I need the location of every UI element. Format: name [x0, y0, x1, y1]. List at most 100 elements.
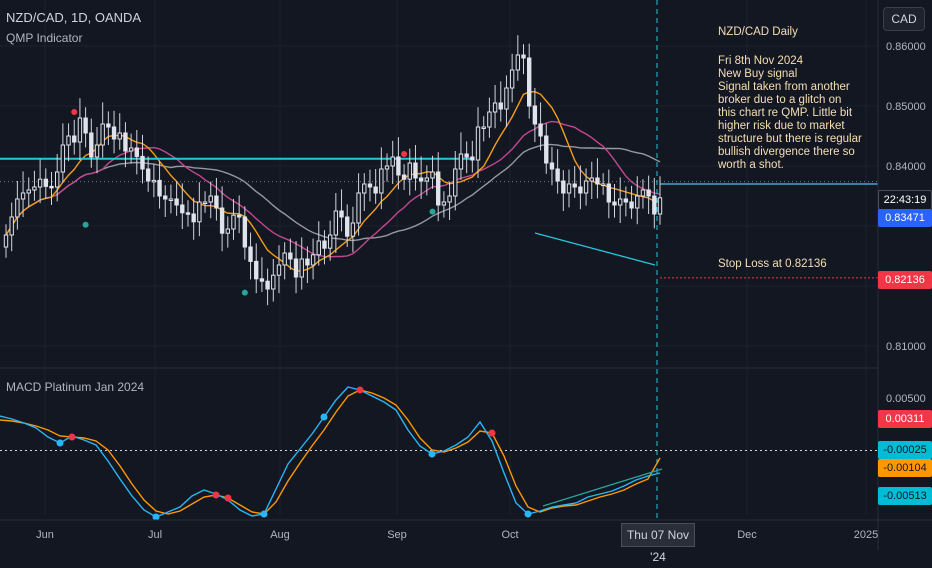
- candle-body: [83, 117, 88, 134]
- x-tick-label: Dec: [737, 529, 757, 541]
- candle-body: [327, 234, 333, 249]
- macd-buy-dot: [56, 439, 64, 447]
- sell-signal-dot: [71, 109, 78, 115]
- candle-body: [350, 222, 356, 237]
- buy-signal-dot: [429, 208, 436, 215]
- candle-body: [333, 210, 339, 236]
- candle-body: [515, 54, 521, 71]
- candle-body: [407, 162, 412, 180]
- candle-body: [3, 234, 9, 248]
- macd-buy-dot: [152, 513, 160, 521]
- candle-body: [549, 162, 555, 170]
- sell-signal-dot: [401, 151, 408, 157]
- candle-body: [49, 185, 54, 189]
- x-tick-label: Oct: [501, 529, 518, 541]
- buy-signal-dot: [241, 289, 248, 296]
- macd-y-tick-label: 0.00500: [886, 393, 926, 405]
- candle-body: [521, 54, 526, 59]
- y-tick-label: 0.84000: [886, 161, 926, 173]
- crosshair-date-tag: Thu 07 Nov '24: [621, 523, 695, 564]
- candle-body: [157, 179, 162, 197]
- candle-body: [532, 105, 538, 125]
- candle-body: [60, 144, 66, 173]
- note-line-3: broker due to a glitch on: [718, 94, 842, 106]
- candle-body: [396, 156, 401, 176]
- last-price-tag: 0.83471: [878, 209, 932, 227]
- candle-body: [339, 210, 344, 218]
- ma-slow-line: [5, 143, 661, 242]
- countdown-tag: 22:43:19: [878, 190, 932, 210]
- candle-body: [299, 258, 304, 278]
- x-tick-label: Jun: [36, 529, 54, 541]
- macd-sell-dot: [68, 433, 76, 441]
- candle-body: [191, 213, 196, 223]
- candle-body: [316, 240, 321, 256]
- macd-sell-dot: [356, 386, 364, 394]
- macd-signal-line: [0, 389, 661, 515]
- candle-body: [20, 192, 26, 200]
- candle-body: [635, 195, 640, 209]
- macd-tag-b: -0.00025: [878, 441, 932, 459]
- y-tick-label: 0.81000: [886, 341, 926, 353]
- chart-canvas[interactable]: 0.86000 0.85000 0.84000 0.81000 0.00500 Jun Ju…: [0, 0, 932, 550]
- candle-body: [373, 186, 378, 194]
- candle-body: [202, 201, 208, 204]
- note-line-7: bullish divergence there so: [718, 146, 855, 158]
- candle-body: [390, 156, 395, 167]
- candle-body: [527, 57, 532, 107]
- candle-body: [180, 204, 185, 214]
- macd-sell-dot: [212, 491, 220, 499]
- candle-body: [509, 69, 515, 89]
- candle-body: [356, 192, 361, 224]
- note-title: NZD/CAD Daily: [718, 26, 798, 38]
- macd-buy-dot: [260, 510, 268, 518]
- candle-body: [43, 178, 49, 187]
- candle-body: [612, 201, 617, 206]
- candle-body: [185, 212, 191, 215]
- candle-body: [72, 135, 77, 143]
- candle-body: [231, 214, 236, 230]
- candle-body: [481, 126, 486, 129]
- note-line-4: this chart re QMP. Little bit: [718, 107, 853, 119]
- y-tick-label: 0.85000: [886, 101, 926, 113]
- candle-body: [128, 147, 134, 152]
- candle-body: [134, 147, 139, 157]
- y-tick-label: 0.86000: [886, 41, 926, 53]
- candle-body: [384, 165, 390, 170]
- candle-body: [600, 183, 606, 186]
- candle-body: [657, 197, 663, 215]
- candle-body: [629, 201, 634, 209]
- symbol-title: NZD/CAD, 1D, OANDA: [6, 10, 142, 25]
- candle-body: [362, 183, 367, 194]
- candle-body: [248, 246, 253, 262]
- macd-tag-c: -0.00104: [878, 459, 932, 477]
- divergence-line-macd: [542, 468, 663, 507]
- candle-body: [94, 144, 100, 158]
- macd-buy-dot: [524, 510, 532, 518]
- candle-body: [595, 177, 600, 185]
- x-tick-label: Jul: [148, 529, 162, 541]
- candle-body: [305, 258, 310, 266]
- candle-body: [9, 216, 14, 236]
- candle-body: [322, 240, 327, 249]
- candle-body: [492, 102, 498, 113]
- candle-body: [487, 111, 492, 128]
- candle-body: [123, 132, 128, 152]
- candle-body: [140, 155, 145, 170]
- candle-body: [367, 183, 373, 188]
- candle-body: [89, 132, 94, 158]
- candle-body: [418, 177, 424, 182]
- candle-body: [447, 195, 452, 203]
- macd-main-line: [0, 386, 661, 518]
- candle-body: [470, 156, 475, 161]
- macd-tag-a: 0.00311: [878, 410, 932, 428]
- candle-body: [168, 198, 174, 201]
- macd-buy-dot: [320, 413, 328, 421]
- currency-button[interactable]: CAD: [883, 7, 925, 31]
- candle-body: [640, 189, 646, 197]
- candle-body: [566, 183, 572, 194]
- candle-body: [37, 178, 43, 188]
- candle-body: [646, 189, 651, 197]
- x-tick-label: Aug: [270, 529, 290, 541]
- stop-loss-tag: 0.82136: [878, 271, 932, 289]
